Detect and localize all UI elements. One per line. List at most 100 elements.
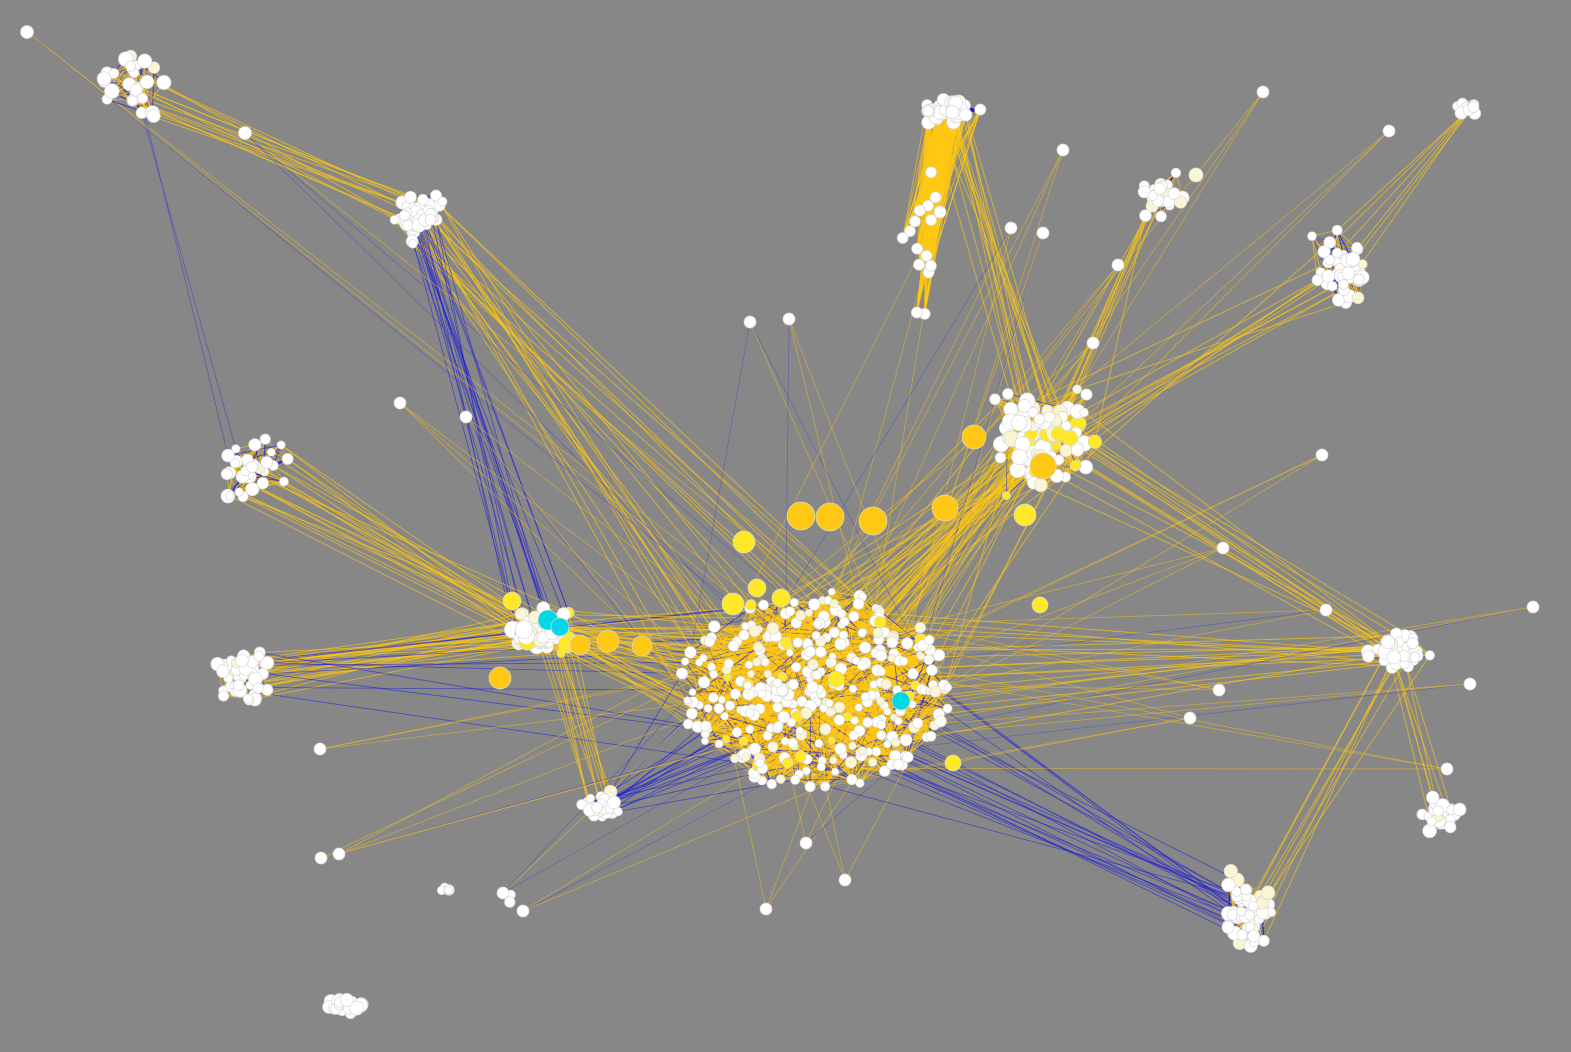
graph-edge [938, 662, 1397, 715]
graph-edge [141, 112, 237, 449]
graph-edge [610, 673, 683, 792]
graph-edge [424, 219, 570, 613]
graph-edge [831, 740, 1264, 942]
graph-edge [878, 639, 936, 693]
graph-edge [412, 229, 565, 615]
graph-edge [433, 210, 552, 635]
graph-edge [130, 65, 407, 225]
graph-edge [133, 72, 417, 212]
graph-edge [810, 717, 1191, 787]
graph-edge [938, 105, 1071, 433]
graph-edge [825, 608, 877, 786]
graph-edge [280, 444, 534, 638]
graph-edge [1029, 460, 1397, 664]
graph-edge [1062, 416, 1387, 643]
graph-edge [697, 719, 840, 728]
graph-edge [152, 112, 419, 210]
graph-edge [238, 491, 518, 630]
graph-edge [1040, 484, 1387, 643]
graph-edge [749, 321, 922, 657]
graph-edge [229, 472, 525, 631]
graph-edge [228, 639, 556, 679]
graph-edge [142, 97, 424, 201]
graph-edge [618, 779, 796, 812]
graph-edge [410, 197, 683, 674]
graph-edge [702, 604, 764, 659]
graph-edge [287, 458, 518, 630]
graph-edge [900, 710, 1238, 881]
graph-edge [413, 225, 556, 622]
graph-edge [745, 342, 1094, 627]
graph-edge [417, 217, 552, 635]
graph-edge [1263, 656, 1395, 942]
graph-edge [1340, 106, 1474, 277]
graph-edge [745, 443, 1023, 627]
graph-edge [935, 454, 1323, 693]
graph-edge [280, 444, 542, 626]
graph-edge [887, 653, 1390, 745]
graph-edge [244, 132, 785, 597]
graph-edge [852, 745, 1247, 929]
graph-edge [135, 89, 419, 217]
graph-edge [240, 613, 521, 678]
graph-edge [242, 496, 532, 641]
graph-edge [106, 72, 143, 114]
graph-edge [1042, 279, 1360, 460]
graph-edge [684, 661, 753, 710]
graph-edge [414, 208, 539, 638]
graph-edge [239, 630, 536, 691]
graph-edge [26, 31, 876, 696]
graph-edge [1058, 186, 1164, 412]
graph-edge [426, 224, 693, 714]
graph-edge [1263, 663, 1406, 904]
graph-edge [1250, 646, 1400, 947]
graph-edge [816, 227, 1012, 624]
graph-edge [225, 604, 764, 667]
graph-edge [809, 91, 1264, 652]
graph-edge [755, 766, 1238, 897]
graph-edge [917, 91, 1264, 648]
graph-edge [795, 666, 836, 772]
graph-edge [132, 99, 430, 206]
graph-edge [963, 105, 1059, 431]
graph-edge [1244, 633, 1397, 915]
graph-edge [1054, 191, 1166, 445]
graph-edge [914, 232, 1044, 686]
graph-edge [247, 618, 550, 699]
graph-edge [903, 227, 1012, 662]
graph-edge [877, 645, 1400, 671]
graph-edge [891, 454, 1323, 659]
graph-edge [1076, 297, 1359, 390]
graph-edge [878, 617, 1220, 691]
graph-edge [1038, 422, 1413, 660]
graph-edge [1094, 215, 1146, 442]
graph-edge [690, 607, 751, 653]
graph-edge [223, 616, 536, 692]
graph-edge [136, 65, 153, 114]
graph-edge [872, 761, 1264, 904]
graph-edge [797, 264, 1119, 643]
graph-edge [785, 613, 921, 656]
graph-edge [754, 748, 908, 758]
graph-edge [1024, 248, 1358, 407]
graph-edge [690, 321, 751, 653]
graph-edge [553, 632, 612, 792]
graph-edge [259, 468, 532, 641]
graph-edge [236, 622, 550, 664]
graph-edge [338, 640, 738, 855]
graph-edge [1258, 655, 1431, 910]
graph-edge [1062, 430, 1401, 657]
graph-edge [1403, 657, 1439, 812]
graph-edge [242, 496, 546, 618]
graph-edge [545, 643, 604, 808]
graph-edge [132, 100, 419, 210]
graph-edge [875, 91, 1264, 654]
graph-edge [230, 639, 524, 688]
graph-edge [1387, 641, 1451, 822]
graph-edge [814, 130, 1390, 605]
graph-edge [130, 56, 229, 456]
graph-edge [418, 208, 829, 601]
